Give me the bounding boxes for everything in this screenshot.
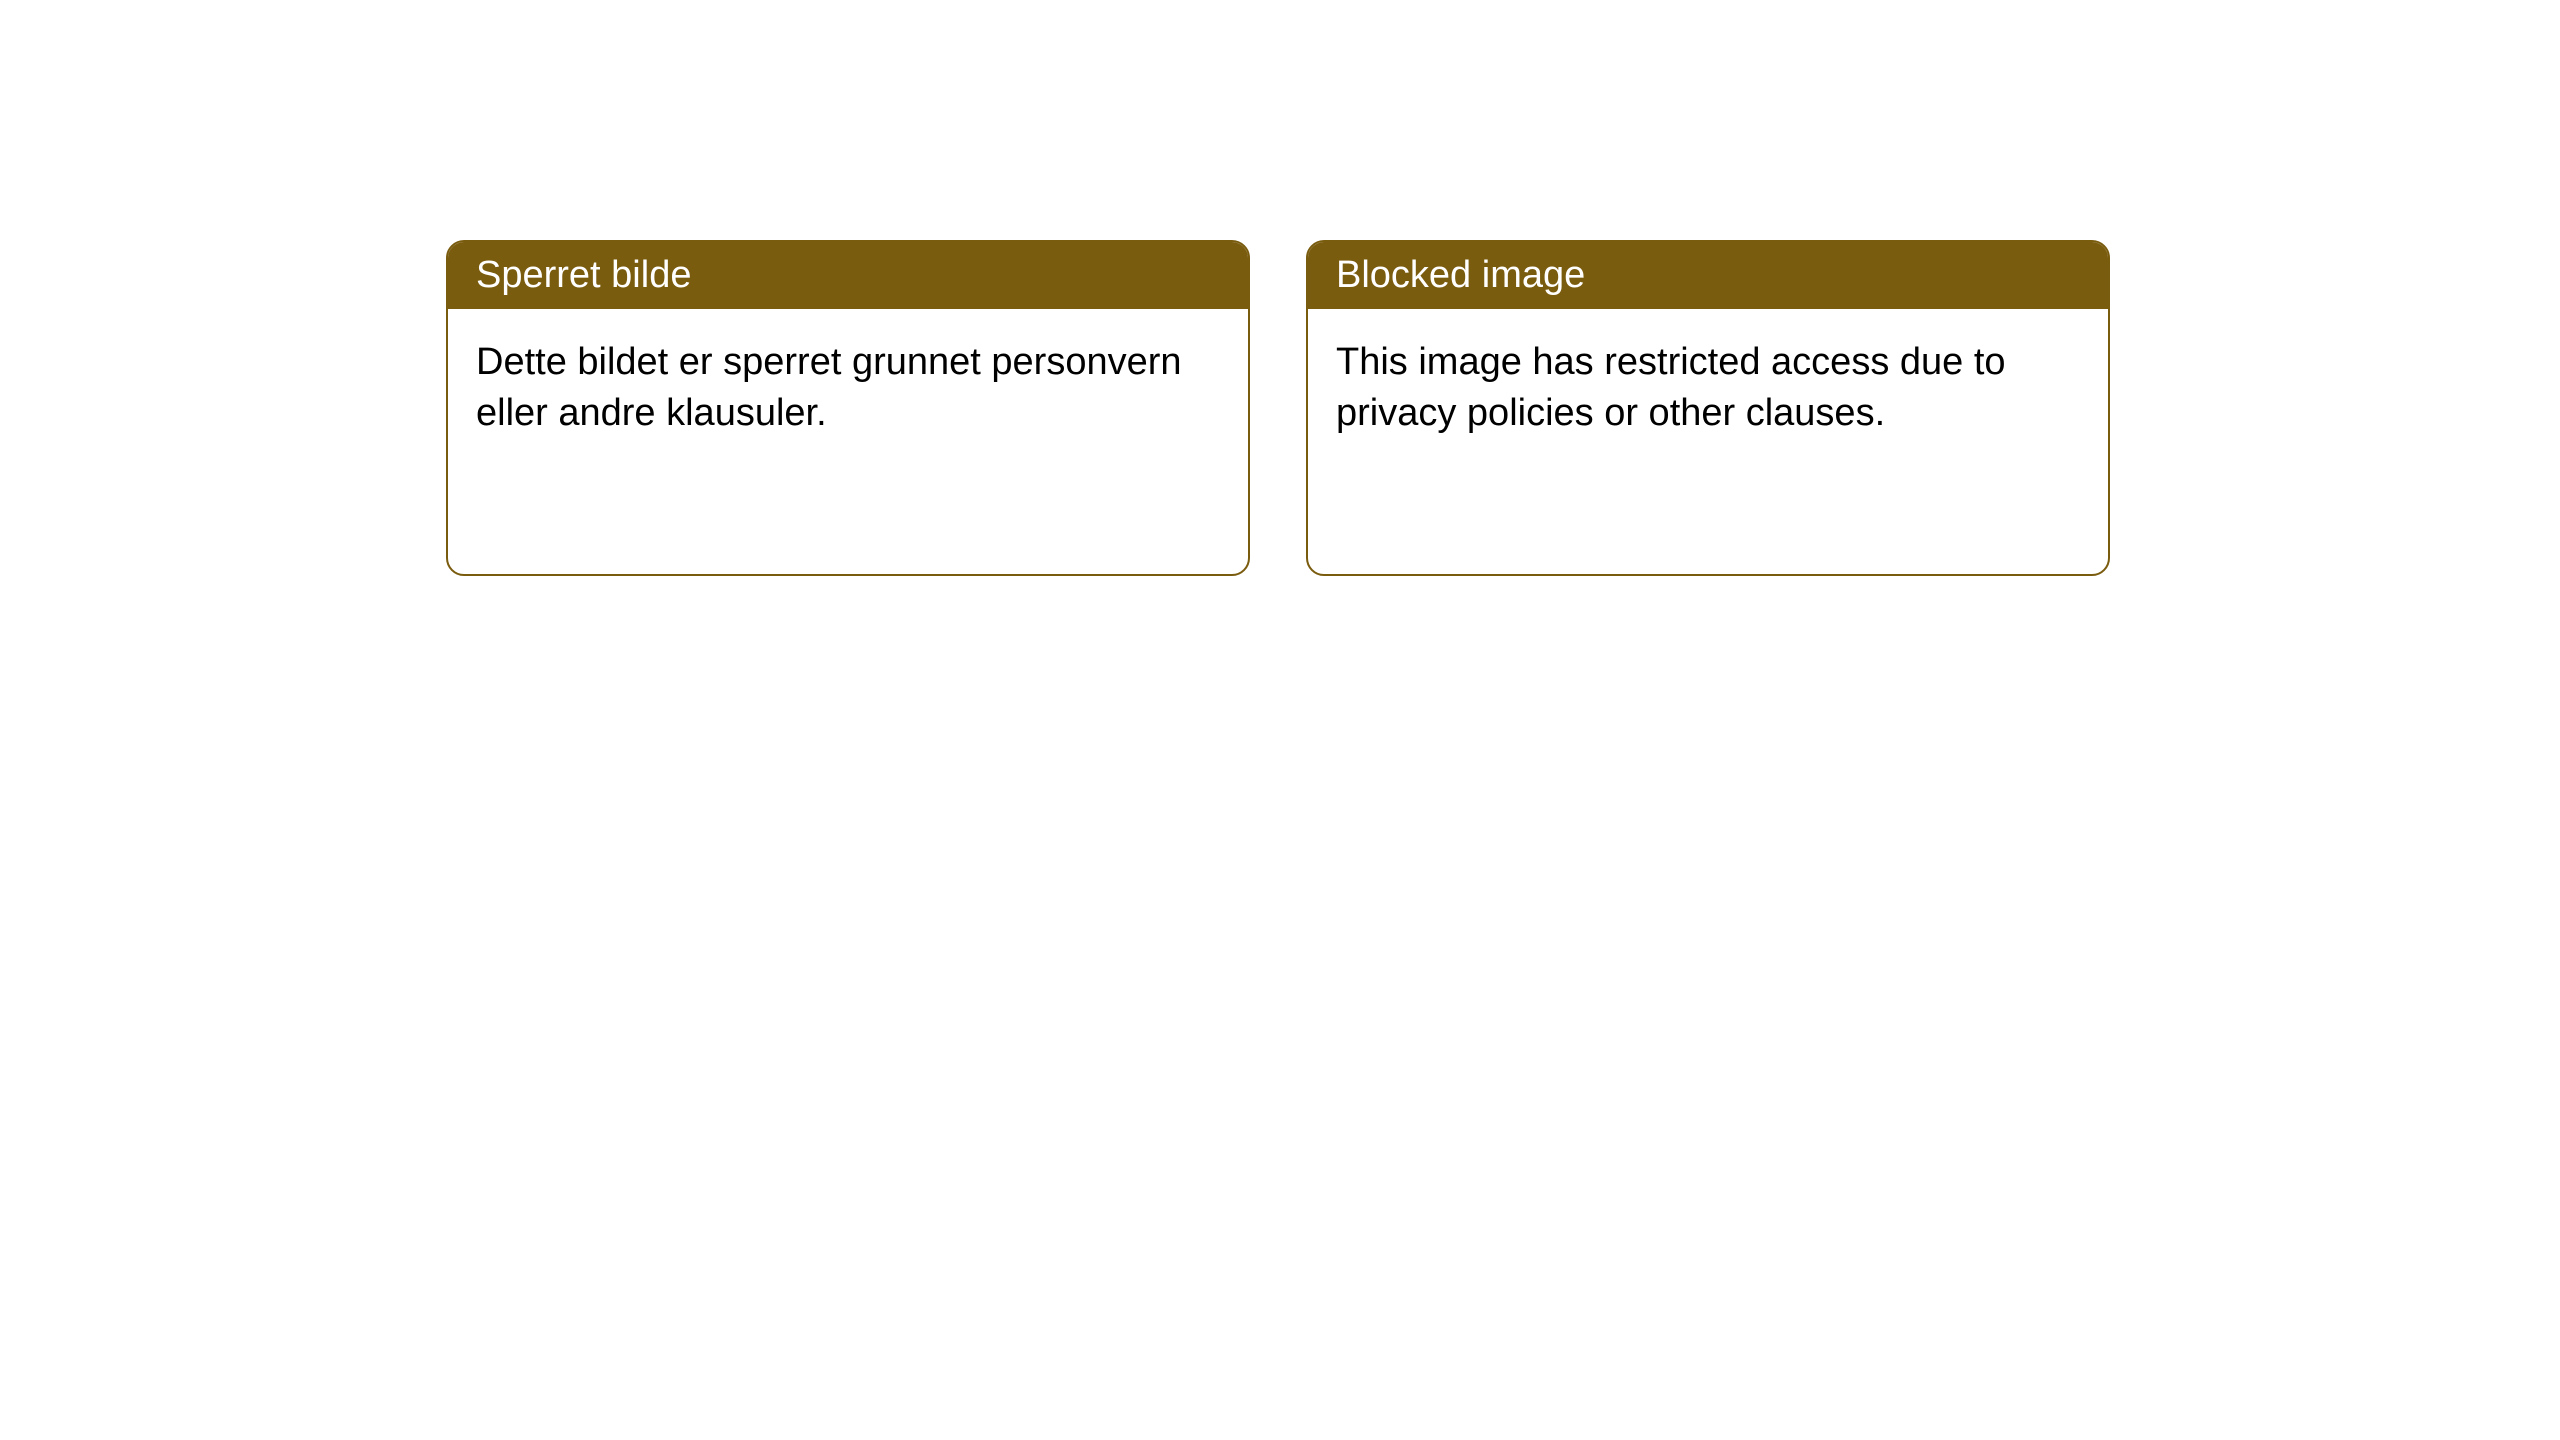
card-body-text: Dette bildet er sperret grunnet personve… bbox=[476, 341, 1182, 434]
card-title: Blocked image bbox=[1336, 254, 1585, 296]
card-header: Blocked image bbox=[1308, 242, 2108, 309]
card-body: This image has restricted access due to … bbox=[1308, 309, 2108, 468]
card-body: Dette bildet er sperret grunnet personve… bbox=[448, 309, 1248, 468]
card-title: Sperret bilde bbox=[476, 254, 691, 296]
card-body-text: This image has restricted access due to … bbox=[1336, 341, 2006, 434]
notice-container: Sperret bilde Dette bildet er sperret gr… bbox=[446, 240, 2110, 576]
notice-card-norwegian: Sperret bilde Dette bildet er sperret gr… bbox=[446, 240, 1250, 576]
card-header: Sperret bilde bbox=[448, 242, 1248, 309]
notice-card-english: Blocked image This image has restricted … bbox=[1306, 240, 2110, 576]
